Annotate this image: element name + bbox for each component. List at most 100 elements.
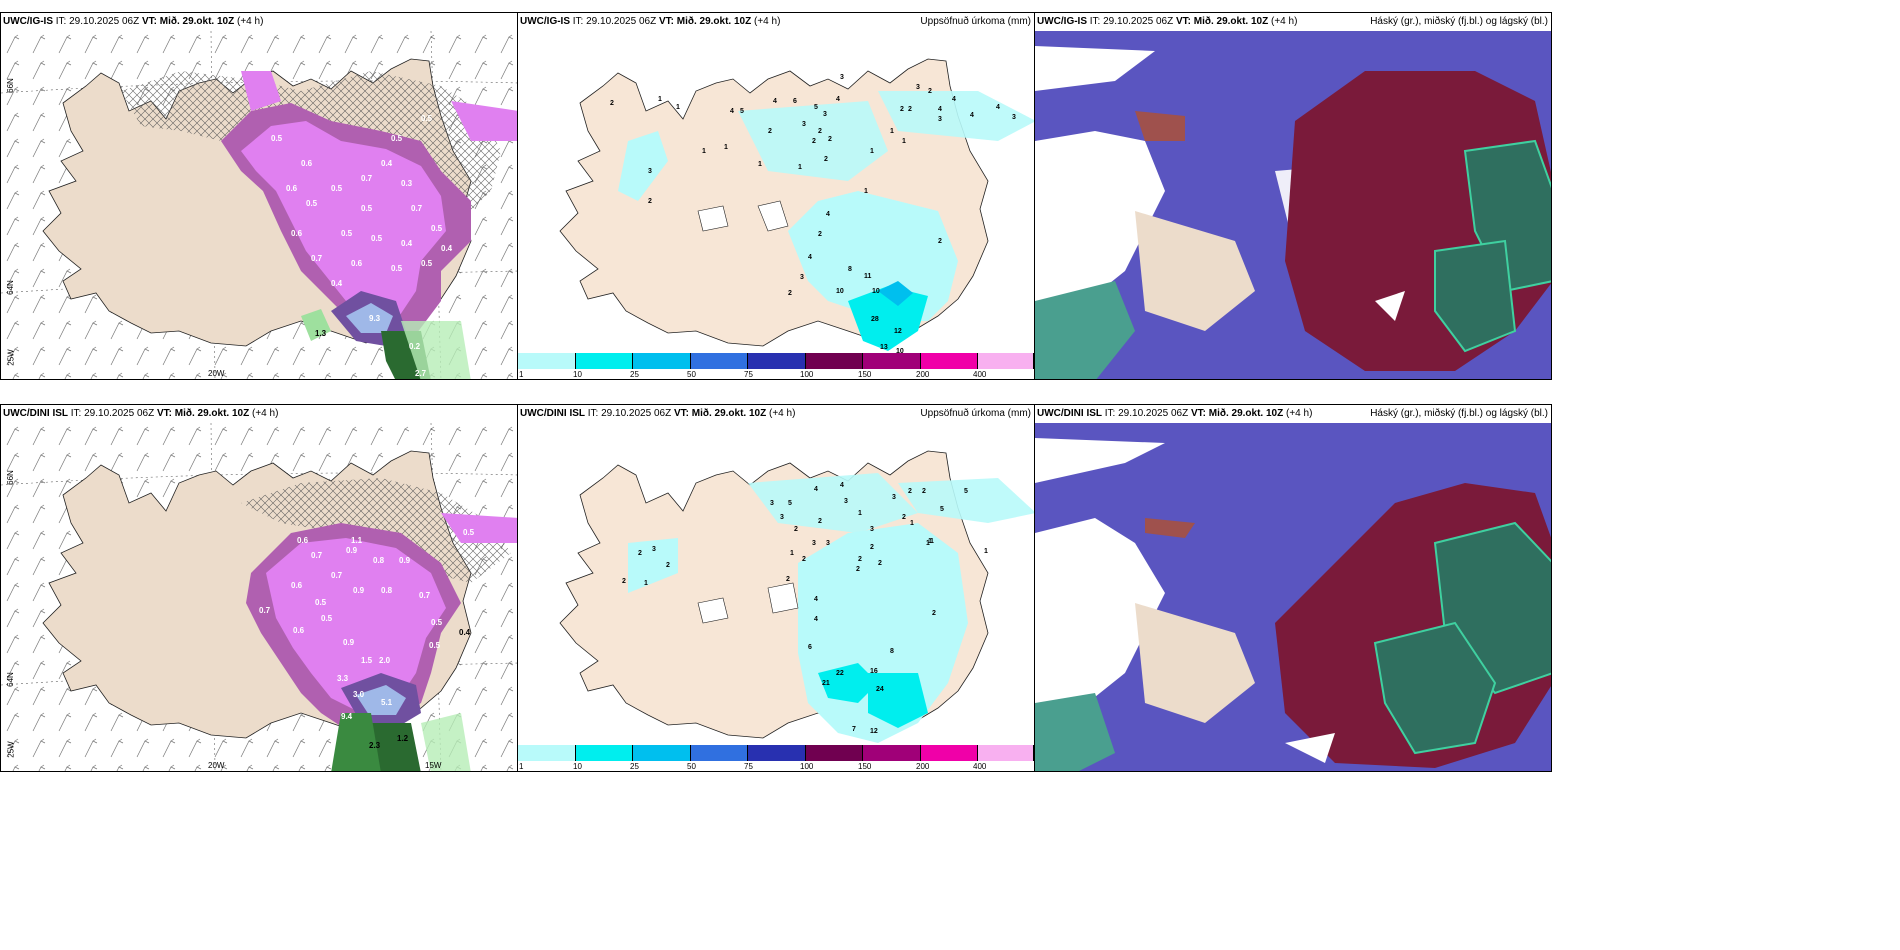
precip-label: 0.6 xyxy=(291,581,303,590)
precip-label: 2 xyxy=(794,526,798,533)
colorbar-tick: 10 xyxy=(573,370,582,379)
precip-label: 0.4 xyxy=(459,628,471,637)
colorbar-cell xyxy=(518,353,576,369)
precip-label: 2 xyxy=(818,518,822,525)
precip-label: 0.7 xyxy=(311,551,323,560)
precip-label: 0.5 xyxy=(431,618,443,627)
precip-label: 1 xyxy=(724,144,728,151)
precip-label: 3 xyxy=(892,494,896,501)
precip-label: 2 xyxy=(824,156,828,163)
precip-label: 2.3 xyxy=(369,741,381,750)
precip-label: 2 xyxy=(908,488,912,495)
precip-label: 2 xyxy=(938,238,942,245)
precip-label: 1 xyxy=(702,148,706,155)
precip-label: 0.5 xyxy=(341,229,353,238)
precip-label: 3 xyxy=(802,121,806,128)
lon-label: 20W xyxy=(208,369,225,378)
precip-label: 4 xyxy=(730,108,734,115)
precip-label: 1 xyxy=(890,128,894,135)
precip-label: 3 xyxy=(770,500,774,507)
cloud-panel-bottom: UWC/DINI ISL IT: 29.10.2025 06Z VT: Mið.… xyxy=(1034,404,1552,772)
precip-label: 28 xyxy=(871,316,879,323)
precip-label: 4 xyxy=(938,106,942,113)
lon-label: 25W xyxy=(6,349,16,366)
precip-label: 9.4 xyxy=(341,712,353,721)
precip-label: 4 xyxy=(836,96,840,103)
colorbar-tick: 100 xyxy=(800,370,814,379)
precip-label: 4 xyxy=(773,98,777,105)
colorbar-cell xyxy=(806,353,863,369)
precip-label: 1 xyxy=(758,161,762,168)
precip-label: 10 xyxy=(872,288,880,295)
precip-label: 2.0 xyxy=(379,656,391,665)
precip-label: 7 xyxy=(852,726,856,733)
precip-label: 2 xyxy=(908,106,912,113)
precip-label: 3 xyxy=(840,74,844,81)
precip-label: 3 xyxy=(870,526,874,533)
lat-label: 66N xyxy=(5,470,15,485)
colorbar-tick: 400 xyxy=(973,762,987,771)
precip-label: 0.5 xyxy=(429,641,441,650)
precip-title: Uppsöfnuð úrkoma (mm) xyxy=(920,16,1031,27)
panel-title: UWC/DINI ISL IT: 29.10.2025 06Z VT: Mið.… xyxy=(520,408,796,419)
precip-label: 1.5 xyxy=(361,656,373,665)
colorbar-cell xyxy=(748,745,806,761)
precip-label: 5 xyxy=(740,108,744,115)
precip-label: 0.4 xyxy=(401,239,413,248)
precip-map: 2 3 2 2 1 3 5 3 4 4 3 2 3 3 1 2 2 2 2 2 … xyxy=(559,450,1034,743)
colorbar-cell xyxy=(921,353,978,369)
precip-label: 2 xyxy=(870,544,874,551)
precip-label: 0.7 xyxy=(331,571,343,580)
lat-label: 66N xyxy=(5,78,15,93)
wind-precip-panel-top: UWC/IG-IS IT: 29.10.2025 06Z VT: Mið. 29… xyxy=(0,12,518,380)
precip-label: 1 xyxy=(790,550,794,557)
precip-label: 1 xyxy=(910,520,914,527)
precip-label: 4 xyxy=(840,482,844,489)
precip-value-labels: 0.7 0.9 0.8 0.9 0.7 0.6 0.5 0.9 0.8 0.7 … xyxy=(259,528,475,750)
precip-label: 2 xyxy=(828,136,832,143)
precip-label: 2 xyxy=(788,290,792,297)
precip-label: 0.7 xyxy=(411,204,423,213)
precip-label: 3 xyxy=(652,546,656,553)
colorbar-cell xyxy=(863,353,921,369)
colorbar-tick: 100 xyxy=(800,762,814,771)
wind-precip-map: 0.5 0.6 0.4 0.5 0.3 0.5 0.5 0.7 0.5 0.6 … xyxy=(1,31,517,379)
colorbar-cell xyxy=(921,745,978,761)
precip-label: 1 xyxy=(798,164,802,171)
precip-label: 1 xyxy=(984,548,988,555)
panel-title: UWC/DINI ISL IT: 29.10.2025 06Z VT: Mið.… xyxy=(1037,408,1313,419)
panel-title: UWC/IG-IS IT: 29.10.2025 06Z VT: Mið. 29… xyxy=(520,16,781,27)
colorbar-cell xyxy=(633,745,691,761)
precip-label: 0.9 xyxy=(343,638,355,647)
precip-label: 11 xyxy=(864,273,872,280)
precip-label: 0.8 xyxy=(381,586,393,595)
colorbar-cell xyxy=(863,745,921,761)
precip-label: 1.3 xyxy=(315,329,327,338)
precip-label: 1.1 xyxy=(351,536,363,545)
precip-label: 0.6 xyxy=(293,626,305,635)
precip-label: 1 xyxy=(930,538,934,545)
panel-title: UWC/DINI ISL IT: 29.10.2025 06Z VT: Mið.… xyxy=(3,408,279,419)
colorbar-tick: 150 xyxy=(858,370,872,379)
lon-label: 20W xyxy=(208,761,225,770)
precip-label: 0.5 xyxy=(271,134,283,143)
precip-label: 1 xyxy=(864,188,868,195)
precip-label: 0.5 xyxy=(391,264,403,273)
precip-label: 0.9 xyxy=(346,546,358,555)
colorbar-tick: 200 xyxy=(916,370,930,379)
wind-precip-map: 0.7 0.9 0.8 0.9 0.7 0.6 0.5 0.9 0.8 0.7 … xyxy=(1,423,517,771)
cloud-panel-top: UWC/IG-IS IT: 29.10.2025 06Z VT: Mið. 29… xyxy=(1034,12,1552,380)
colorbar-cell xyxy=(518,745,576,761)
colorbar-cell xyxy=(633,353,691,369)
precip-label: 1 xyxy=(644,580,648,587)
colorbar-tick: 50 xyxy=(687,370,696,379)
precip-label: 3 xyxy=(916,84,920,91)
precip-label: 4 xyxy=(814,616,818,623)
colorbar-tick: 1 xyxy=(519,762,524,771)
precip-label: 0.5 xyxy=(371,234,383,243)
precip-label: 2 xyxy=(818,231,822,238)
precip-label: 0.4 xyxy=(331,279,343,288)
precip-label: 0.6 xyxy=(291,229,303,238)
lat-label: 64N xyxy=(5,280,15,295)
precip-label: 16 xyxy=(870,668,878,675)
